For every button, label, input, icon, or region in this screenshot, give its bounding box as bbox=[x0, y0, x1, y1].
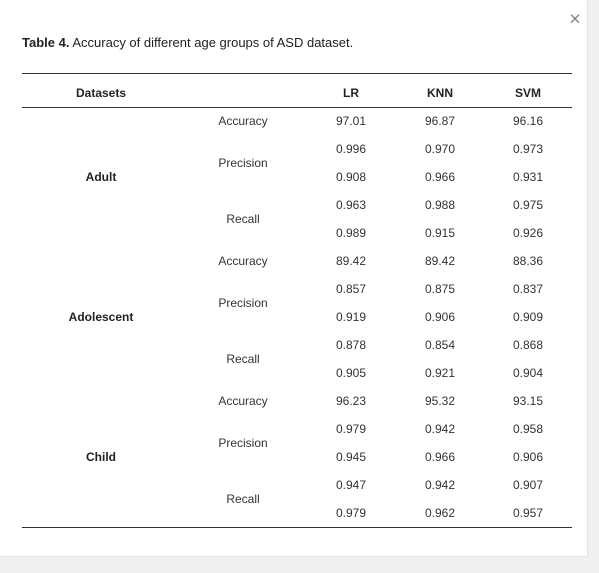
table-bottom-rule bbox=[22, 527, 572, 528]
metric-label: Accuracy bbox=[218, 114, 268, 128]
cell: 0.958 bbox=[512, 422, 544, 436]
cell: 0.945 bbox=[335, 450, 367, 464]
cell: 0.909 bbox=[512, 310, 544, 324]
cell: 0.988 bbox=[424, 198, 456, 212]
cell: 0.854 bbox=[424, 338, 456, 352]
cell: 0.942 bbox=[424, 478, 456, 492]
cell: 89.42 bbox=[424, 254, 456, 268]
cell: 0.966 bbox=[424, 450, 456, 464]
cell: 0.919 bbox=[335, 310, 367, 324]
metric-label: Accuracy bbox=[218, 254, 268, 268]
column-header: SVM bbox=[514, 86, 542, 100]
cell: 0.962 bbox=[424, 506, 456, 520]
cell: 0.989 bbox=[335, 226, 367, 240]
cell: 0.906 bbox=[424, 310, 456, 324]
column-header: LR bbox=[343, 86, 359, 100]
cell: 0.857 bbox=[335, 282, 367, 296]
caption-label: Table 4. bbox=[22, 35, 70, 50]
cell: 0.908 bbox=[335, 170, 367, 184]
group-label: Child bbox=[86, 450, 116, 464]
metric-label: Precision bbox=[218, 156, 268, 170]
cell: 0.966 bbox=[424, 170, 456, 184]
cell: 96.87 bbox=[424, 114, 456, 128]
cell: 0.904 bbox=[512, 366, 544, 380]
cell: 0.907 bbox=[512, 478, 544, 492]
cell: 89.42 bbox=[335, 254, 367, 268]
column-header: Datasets bbox=[75, 86, 127, 100]
cell: 93.15 bbox=[512, 394, 544, 408]
group-label: Adult bbox=[85, 170, 117, 184]
metric-label: Recall bbox=[226, 212, 260, 226]
cell: 0.942 bbox=[424, 422, 456, 436]
header-rule bbox=[22, 107, 572, 108]
cell: 0.975 bbox=[512, 198, 544, 212]
cell: 0.915 bbox=[424, 226, 456, 240]
cell: 0.973 bbox=[512, 142, 544, 156]
cell: 0.957 bbox=[512, 506, 544, 520]
cell: 0.878 bbox=[335, 338, 367, 352]
cell: 0.970 bbox=[424, 142, 456, 156]
close-button[interactable]: × bbox=[569, 8, 581, 31]
cell: 95.32 bbox=[424, 394, 456, 408]
cell: 0.921 bbox=[424, 366, 456, 380]
metric-label: Precision bbox=[218, 296, 268, 310]
modal: × Table 4. Accuracy of different age gro… bbox=[0, 0, 588, 557]
cell: 96.23 bbox=[335, 394, 367, 408]
metric-label: Precision bbox=[218, 436, 268, 450]
column-header: KNN bbox=[427, 86, 453, 100]
cell: 0.947 bbox=[335, 478, 367, 492]
table-top-rule bbox=[22, 73, 572, 74]
cell: 0.979 bbox=[335, 506, 367, 520]
group-label: Adolescent bbox=[68, 310, 134, 324]
cell: 0.963 bbox=[335, 198, 367, 212]
cell: 0.875 bbox=[424, 282, 456, 296]
cell: 0.926 bbox=[512, 226, 544, 240]
cell: 96.16 bbox=[512, 114, 544, 128]
caption-text: Accuracy of different age groups of ASD … bbox=[72, 35, 354, 50]
cell: 0.931 bbox=[512, 170, 544, 184]
metric-label: Recall bbox=[226, 352, 260, 366]
cell: 97.01 bbox=[335, 114, 367, 128]
cell: 0.837 bbox=[512, 282, 544, 296]
metric-label: Recall bbox=[226, 492, 260, 506]
cell: 0.868 bbox=[512, 338, 544, 352]
caption: Table 4. Accuracy of different age group… bbox=[22, 35, 353, 50]
cell: 0.979 bbox=[335, 422, 367, 436]
metric-label: Accuracy bbox=[218, 394, 268, 408]
cell: 0.905 bbox=[335, 366, 367, 380]
cell: 88.36 bbox=[512, 254, 544, 268]
cell: 0.906 bbox=[512, 450, 544, 464]
cell: 0.996 bbox=[335, 142, 367, 156]
